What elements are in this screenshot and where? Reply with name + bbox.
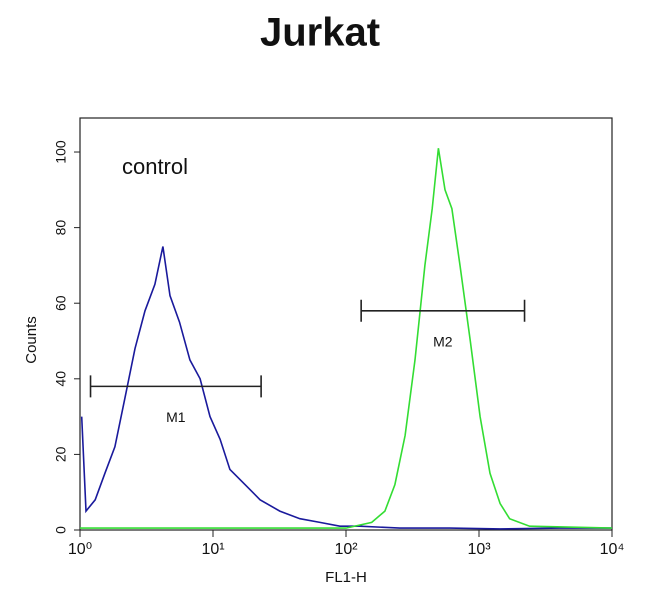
x-axis-label: FL1-H bbox=[325, 569, 367, 586]
x-tick-label: 10² bbox=[334, 541, 358, 558]
x-tick-label: 10³ bbox=[467, 541, 491, 558]
gate-marker bbox=[360, 299, 526, 322]
y-tick-label: 20 bbox=[53, 446, 69, 462]
y-tick-label: 100 bbox=[53, 140, 69, 164]
y-tick-label: 80 bbox=[53, 220, 69, 236]
gate-label: M2 bbox=[433, 333, 453, 349]
x-tick-label: 10⁰ bbox=[68, 541, 92, 558]
y-tick-label: 60 bbox=[53, 295, 69, 311]
plot-frame bbox=[79, 117, 613, 531]
x-tick-label: 10⁴ bbox=[600, 541, 625, 558]
x-tick-label: 10¹ bbox=[201, 541, 224, 558]
y-tick-label: 0 bbox=[53, 526, 69, 534]
y-axis-label: Counts bbox=[23, 316, 40, 364]
annotation: control bbox=[122, 154, 188, 179]
chart-title: Jurkat bbox=[260, 11, 380, 55]
gate-marker bbox=[89, 375, 262, 398]
histogram-line bbox=[80, 148, 613, 529]
histogram-line bbox=[80, 246, 612, 530]
gate-label: M1 bbox=[166, 409, 186, 425]
y-tick-label: 40 bbox=[53, 371, 69, 387]
